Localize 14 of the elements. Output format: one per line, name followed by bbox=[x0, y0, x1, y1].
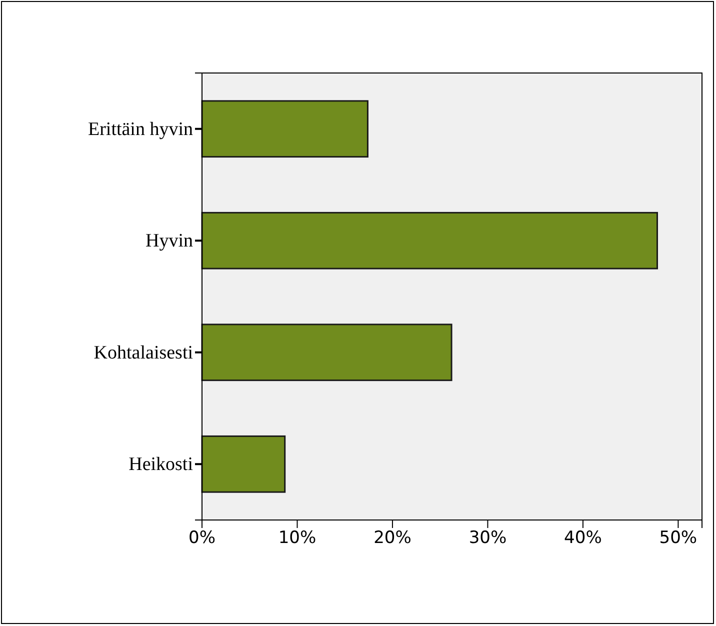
x-tick-label: 10% bbox=[278, 528, 316, 548]
bar bbox=[201, 212, 658, 270]
x-tick-label: 0% bbox=[188, 528, 216, 548]
x-tick-label: 30% bbox=[468, 528, 507, 548]
bar bbox=[201, 100, 368, 158]
y-tick-label: Kohtalaisesti bbox=[94, 342, 193, 364]
y-tick-label: Hyvin bbox=[146, 230, 194, 252]
y-tick-label: Erittäin hyvin bbox=[88, 118, 194, 140]
x-tick-label: 50% bbox=[659, 528, 698, 548]
bar bbox=[201, 435, 286, 493]
x-tick-label: 40% bbox=[564, 528, 602, 548]
x-tick-label: 20% bbox=[374, 528, 412, 548]
bar bbox=[201, 324, 452, 382]
y-tick-label: Heikosti bbox=[128, 454, 193, 476]
